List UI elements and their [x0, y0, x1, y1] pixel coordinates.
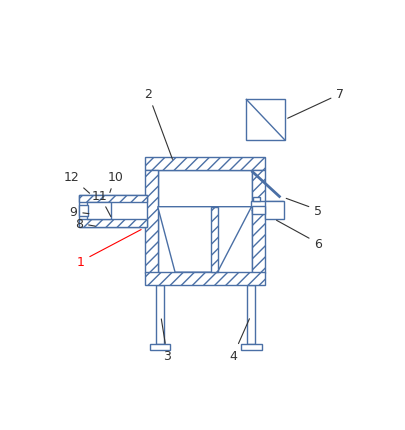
Bar	[145, 171, 157, 273]
Bar	[241, 344, 261, 350]
Bar	[251, 202, 282, 208]
Bar	[149, 344, 170, 350]
Bar	[156, 285, 164, 344]
Bar	[145, 157, 264, 171]
Text: 8: 8	[75, 217, 95, 230]
Text: 11: 11	[92, 189, 111, 217]
Text: 5: 5	[286, 199, 322, 217]
Bar	[157, 171, 252, 273]
Bar	[264, 202, 283, 220]
Bar	[247, 285, 255, 344]
Bar	[145, 273, 264, 285]
Bar	[252, 208, 259, 214]
Text: 7: 7	[287, 88, 343, 119]
Text: 12: 12	[63, 171, 90, 194]
Text: 6: 6	[276, 221, 321, 250]
Text: 9: 9	[69, 206, 89, 219]
Bar	[79, 206, 87, 217]
Bar	[79, 196, 146, 203]
Bar	[252, 171, 264, 273]
Bar	[79, 196, 146, 227]
Bar	[87, 203, 110, 219]
Bar	[245, 100, 284, 141]
Text: 1: 1	[77, 230, 141, 268]
Text: 10: 10	[107, 171, 123, 193]
Text: 3: 3	[161, 319, 171, 362]
Bar	[252, 198, 259, 202]
Bar	[211, 207, 217, 273]
Text: 2: 2	[144, 88, 172, 160]
Bar	[79, 220, 146, 227]
Polygon shape	[158, 207, 251, 273]
Text: 4: 4	[229, 319, 249, 362]
Bar	[252, 206, 264, 215]
